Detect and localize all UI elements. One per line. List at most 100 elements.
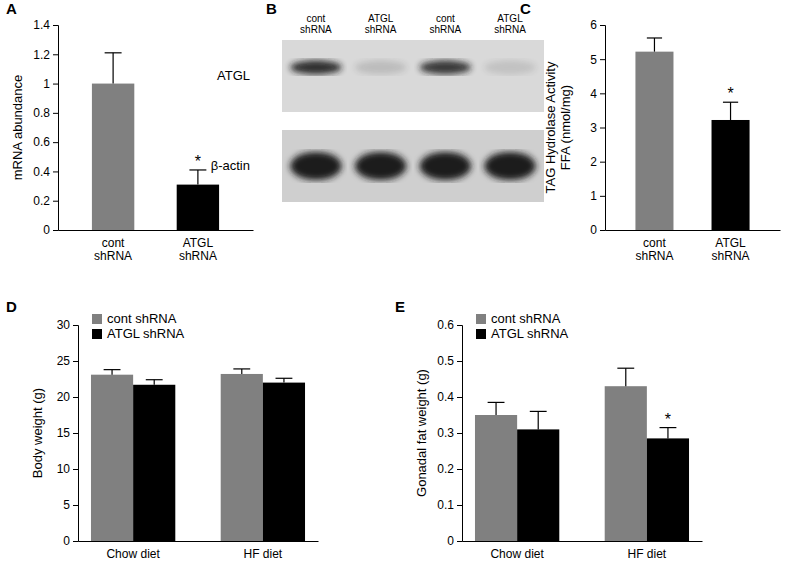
bar	[91, 375, 133, 541]
tick-mark	[53, 201, 58, 202]
error-bar	[104, 370, 121, 375]
y-tick: 0.2	[33, 194, 58, 208]
tick-mark	[53, 54, 58, 55]
bar	[475, 415, 517, 541]
blot-band	[420, 152, 472, 180]
y-tick-label: 0	[43, 223, 50, 237]
y-tick-label: 0.8	[33, 106, 50, 120]
y-tick: 10	[57, 462, 78, 476]
chart-panel: 0123456contshRNAATGLshRNATAG Hydrolase A…	[520, 0, 781, 263]
blot-band	[484, 152, 536, 180]
plot-area	[91, 369, 305, 541]
chart-panel: 00.10.20.30.40.50.6Chow dietHF dietGonad…	[395, 298, 703, 561]
y-tick: 0	[63, 534, 78, 548]
error-stem	[538, 411, 539, 429]
y-tick: 1	[43, 77, 58, 91]
y-tick-label: 1	[590, 189, 597, 203]
y-tick-label: 5	[63, 498, 70, 512]
y-tick: 0.4	[33, 165, 58, 179]
tick-mark	[73, 541, 78, 542]
error-bar	[146, 380, 163, 385]
plot-area	[475, 368, 689, 541]
y-tick-label: 0.5	[437, 354, 454, 368]
y-tick-label: 0.3	[437, 426, 454, 440]
y-tick-label: 4	[590, 87, 597, 101]
x-tick-label: Chow diet	[490, 547, 544, 561]
tick-mark	[457, 397, 462, 398]
y-tick-label: 0.4	[437, 390, 454, 404]
y-tick-label: 10	[57, 462, 71, 476]
error-bar	[488, 402, 505, 415]
y-tick: 0.3	[437, 426, 462, 440]
panel-letter: B	[266, 0, 277, 17]
y-tick-label: 0.1	[437, 498, 454, 512]
y-tick-label: 1.2	[33, 48, 50, 62]
x-tick: ATGLshRNA	[179, 236, 217, 264]
y-tick-label: 3	[590, 121, 597, 135]
lane-label: contshRNA	[430, 13, 462, 35]
error-cap	[233, 368, 250, 369]
tick-mark	[73, 505, 78, 506]
y-tick: 1	[590, 189, 605, 203]
x-tick-label: contshRNA	[94, 236, 132, 264]
y-tick: 0	[447, 534, 462, 548]
x-axis: contshRNAATGLshRNA	[606, 231, 781, 264]
tick-mark	[600, 25, 605, 26]
x-tick: contshRNA	[635, 236, 673, 264]
error-cap	[488, 402, 505, 403]
error-stem	[111, 370, 112, 375]
y-tick: 0.6	[33, 135, 58, 149]
x-axis: contshRNA ATGLshRNA	[59, 231, 254, 264]
row-label: β-actin	[211, 158, 250, 173]
legend-swatch	[476, 314, 486, 324]
y-tick: 15	[57, 426, 78, 440]
y-axis-title-line: FFA (nmol/mg)	[558, 85, 573, 170]
bar	[133, 385, 175, 541]
bar	[221, 374, 263, 541]
blot-panel: BcontshRNAATGLshRNAcontshRNAATGLshRNAATG…	[211, 0, 544, 202]
error-stem	[495, 402, 496, 415]
legend-label: ATGL shRNA	[107, 326, 185, 341]
tick-mark	[600, 128, 605, 129]
x-tick-label: HF diet	[628, 547, 667, 561]
error-stem	[283, 378, 284, 382]
y-tick: 20	[57, 390, 78, 404]
y-axis-title: TAG Hydrolase ActivityFFA (nmol/mg)	[543, 61, 573, 193]
y-tick: 1.4	[33, 18, 58, 32]
lane-label: contshRNA	[300, 13, 332, 35]
y-tick: 0.5	[437, 354, 462, 368]
y-axis-title-line: Body weight (g)	[30, 388, 45, 478]
error-stem	[197, 170, 198, 185]
axis-line	[600, 26, 606, 231]
y-tick-label: 30	[57, 318, 71, 332]
error-bar	[617, 368, 634, 386]
blot-membrane	[282, 130, 544, 202]
blot-band	[355, 152, 407, 180]
y-tick: 5	[590, 53, 605, 67]
x-axis: Chow dietHF diet	[79, 542, 319, 561]
y-axis: 00.10.20.30.40.50.6	[437, 318, 462, 548]
panel-letter: E	[395, 298, 405, 315]
error-bar	[647, 38, 662, 52]
y-tick-label: 1	[43, 77, 50, 91]
error-cap	[617, 368, 634, 369]
y-tick: 30	[57, 318, 78, 332]
error-cap	[146, 379, 163, 380]
y-tick-label: 6	[590, 18, 597, 32]
blot-band	[420, 60, 472, 74]
y-tick: 3	[590, 121, 605, 135]
tick-mark	[53, 113, 58, 114]
blot-band	[355, 60, 407, 74]
x-tick-label: contshRNA	[635, 236, 673, 264]
plot-area	[635, 38, 749, 230]
error-stem	[667, 428, 668, 439]
bar	[177, 185, 219, 230]
figure: 00.20.40.60.811.21.4contshRNAATGLshRNAmR…	[0, 0, 800, 572]
y-tick: 1.2	[33, 48, 58, 62]
tick-mark	[600, 93, 605, 94]
axis-line	[73, 326, 79, 542]
x-tick: Chow diet	[490, 547, 544, 561]
y-tick: 5	[63, 498, 78, 512]
error-bar	[660, 428, 677, 439]
lane-label: ATGLshRNA	[494, 13, 526, 35]
